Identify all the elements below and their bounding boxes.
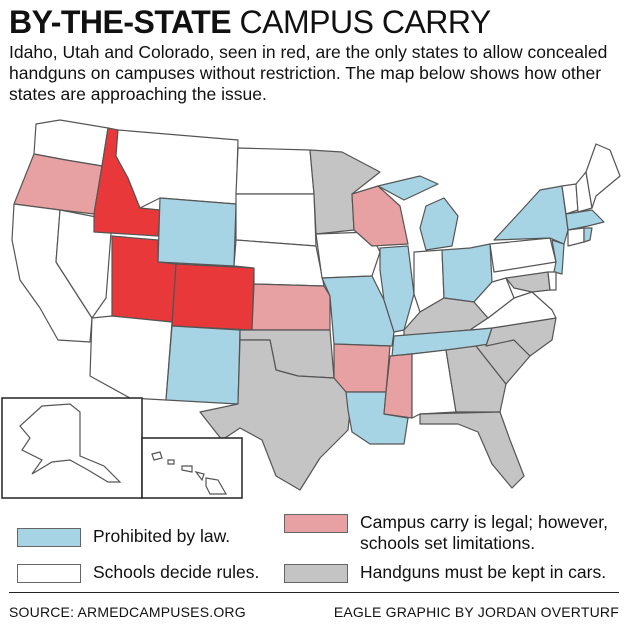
legend-cars: Handguns must be kept in cars. <box>284 562 606 583</box>
state-new-york <box>493 185 569 245</box>
state-connecticut <box>567 227 585 247</box>
legend-schools-decide: Schools decide rules. <box>17 562 259 583</box>
us-map <box>1 119 621 499</box>
title-kicker: BY-THE-STATE <box>9 4 232 40</box>
state-missouri <box>321 275 395 347</box>
title-main: CAMPUS CARRY <box>239 4 492 40</box>
legend-label-schools-decide: Schools decide rules. <box>93 562 260 582</box>
legend-limitations: Campus carry is legal; however, schools … <box>284 512 608 554</box>
state-new-mexico <box>165 325 241 405</box>
state-north-dakota <box>235 147 315 195</box>
legend-label-limitations-1: Campus carry is legal; however, <box>360 512 609 532</box>
page-title: BY-THE-STATE CAMPUS CARRY <box>9 4 491 40</box>
state-maine <box>585 143 621 209</box>
state-rhode-island <box>583 227 593 243</box>
state-delaware <box>547 271 557 291</box>
state-arizona <box>89 315 173 401</box>
state-west-virginia <box>473 277 515 319</box>
state-massachusetts <box>565 209 605 231</box>
state-hawaii <box>151 451 228 495</box>
legend-swatch-cars <box>284 564 348 583</box>
state-georgia <box>445 345 507 413</box>
subtitle: Idaho, Utah and Colorado, seen in red, a… <box>9 42 608 104</box>
state-arkansas <box>333 343 391 393</box>
state-maryland <box>505 271 551 293</box>
source-credit: SOURCE: ARMEDCAMPUSES.ORG <box>9 604 246 620</box>
graphic-credit: EAGLE GRAPHIC BY JORDAN OVERTURF <box>333 604 619 620</box>
legend-swatch-prohibited <box>17 528 81 547</box>
state-mississippi <box>383 353 413 419</box>
state-kansas <box>251 283 331 331</box>
state-pennsylvania <box>489 237 557 273</box>
state-michigan-upper <box>377 175 439 201</box>
legend-prohibited: Prohibited by law. <box>17 526 230 547</box>
state-south-dakota <box>235 193 317 247</box>
footer: SOURCE: ARMEDCAMPUSES.ORG EAGLE GRAPHIC … <box>9 592 619 627</box>
state-texas <box>199 339 353 491</box>
state-michigan-lower <box>419 197 459 251</box>
legend-label-cars: Handguns must be kept in cars. <box>360 562 607 582</box>
state-colorado <box>171 263 255 331</box>
state-illinois <box>379 245 415 333</box>
legend-swatch-limitations <box>284 514 348 533</box>
legend-label-limitations-2: schools set limitations. <box>360 533 536 553</box>
legend-swatch-schools-decide <box>17 564 81 583</box>
legend-label-prohibited: Prohibited by law. <box>93 526 231 546</box>
state-florida <box>419 411 525 489</box>
state-wyoming <box>157 197 237 267</box>
state-alaska <box>19 403 122 483</box>
